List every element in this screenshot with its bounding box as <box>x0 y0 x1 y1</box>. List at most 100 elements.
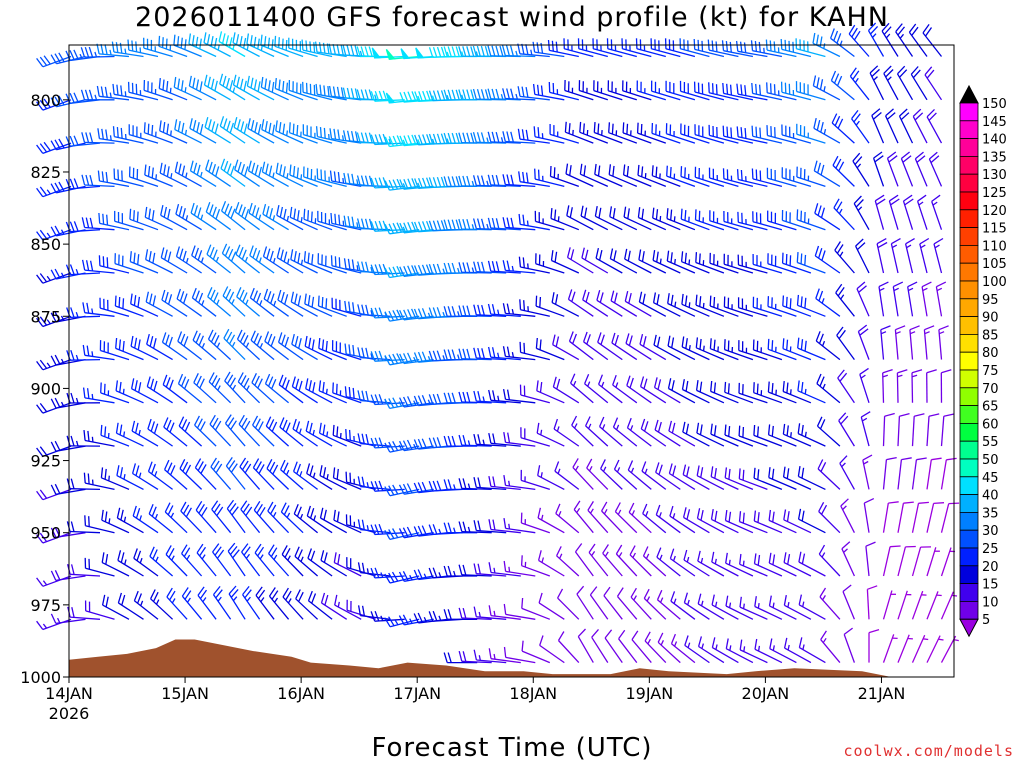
barb-feather <box>222 118 228 129</box>
barb-feather <box>225 77 230 89</box>
barb-feather <box>636 122 639 134</box>
colorbar-swatch <box>959 440 979 460</box>
barb-feather <box>210 457 217 468</box>
wind-barb-271 <box>317 253 347 274</box>
barb-half-feather <box>471 180 475 187</box>
barb-feather <box>279 417 285 428</box>
barb-feather <box>458 348 463 359</box>
barb-half-feather <box>216 299 220 305</box>
barb-feather <box>487 131 492 143</box>
wind-barb-491 <box>536 422 565 447</box>
barb-feather <box>487 260 492 272</box>
barb-feather <box>357 304 361 315</box>
wind-barb-36 <box>66 392 101 404</box>
barb-staff <box>55 402 86 409</box>
wind-barb-879 <box>938 325 949 360</box>
barb-feather <box>249 35 253 46</box>
barb-half-feather <box>863 460 869 465</box>
barb-staff <box>851 118 870 144</box>
barb-feather <box>180 80 184 91</box>
barb-feather <box>855 238 864 247</box>
barb-feather <box>506 303 511 314</box>
barb-half-feather <box>530 49 533 56</box>
barb-staff <box>723 50 754 58</box>
barb-half-feather <box>109 135 112 141</box>
barb-feather <box>188 33 192 44</box>
barb-half-feather <box>840 294 845 300</box>
barb-feather <box>284 294 289 305</box>
barb-half-feather <box>300 556 304 562</box>
barb-staff <box>100 392 130 404</box>
barb-feather <box>260 34 263 46</box>
barb-feather <box>73 49 79 60</box>
wind-barb-74 <box>114 210 144 231</box>
barb-feather <box>244 166 249 177</box>
barb-feather <box>368 175 373 187</box>
barb-feather <box>820 630 827 640</box>
barb-feather <box>451 219 456 230</box>
barb-feather <box>268 122 272 134</box>
barb-staff <box>600 468 623 490</box>
barb-staff <box>145 216 173 231</box>
barb-feather <box>392 135 398 146</box>
wind-barb-621 <box>666 208 696 231</box>
barb-feather <box>192 330 198 341</box>
barb-feather <box>414 178 419 189</box>
barb-feather <box>571 415 578 426</box>
barb-staff <box>830 37 855 58</box>
barb-staff <box>476 314 507 317</box>
wind-barb-249 <box>293 503 319 534</box>
barb-staff <box>264 340 289 361</box>
barb-feather <box>163 164 167 175</box>
barb-feather <box>487 174 492 186</box>
wind-barb-19 <box>50 268 86 280</box>
barb-feather <box>709 338 712 349</box>
barb-feather <box>421 177 427 189</box>
barb-feather <box>105 596 109 608</box>
wind-barb-155 <box>203 74 231 101</box>
wind-barb-748 <box>783 509 812 534</box>
barb-feather <box>36 187 44 198</box>
wind-barb-806 <box>860 411 871 447</box>
barb-feather <box>89 260 94 272</box>
credit-link[interactable]: coolwx.com/models <box>843 742 1014 760</box>
barb-feather <box>413 526 419 537</box>
barb-feather <box>462 521 467 532</box>
barb-staff <box>55 445 86 452</box>
barb-feather <box>69 92 75 104</box>
barb-feather <box>417 177 423 189</box>
barb-staff <box>303 218 333 231</box>
barb-feather <box>773 41 776 52</box>
wind-barb-504 <box>552 334 580 361</box>
barb-staff <box>534 51 565 58</box>
wind-barb-51 <box>83 430 115 447</box>
wind-barb-156 <box>204 117 231 144</box>
barb-feather <box>370 351 376 362</box>
barb-feather <box>466 89 471 100</box>
barb-feather <box>314 41 318 53</box>
barb-feather <box>208 161 213 173</box>
barb-feather <box>643 588 650 599</box>
barb-staff <box>102 604 130 620</box>
barb-feather <box>232 549 240 559</box>
wind-barb-734 <box>768 552 797 577</box>
barb-staff <box>885 115 899 144</box>
barb-feather <box>477 347 481 359</box>
barb-feather <box>421 351 427 362</box>
barb-half-feather <box>423 616 427 623</box>
barb-feather <box>296 463 302 475</box>
barb-feather <box>854 156 863 165</box>
barb-half-feather <box>688 345 691 351</box>
wind-barb-254 <box>302 124 333 144</box>
wind-barb-428 <box>473 304 507 317</box>
wind-barb-560 <box>608 164 638 187</box>
wind-barb-781 <box>820 630 841 664</box>
barb-feather <box>455 176 460 187</box>
barb-staff <box>652 175 681 188</box>
barb-feather <box>782 381 785 392</box>
barb-feather <box>84 515 87 526</box>
barb-feather <box>876 238 887 245</box>
barb-feather <box>69 135 75 146</box>
barb-feather <box>257 421 264 432</box>
barb-feather <box>555 503 561 514</box>
